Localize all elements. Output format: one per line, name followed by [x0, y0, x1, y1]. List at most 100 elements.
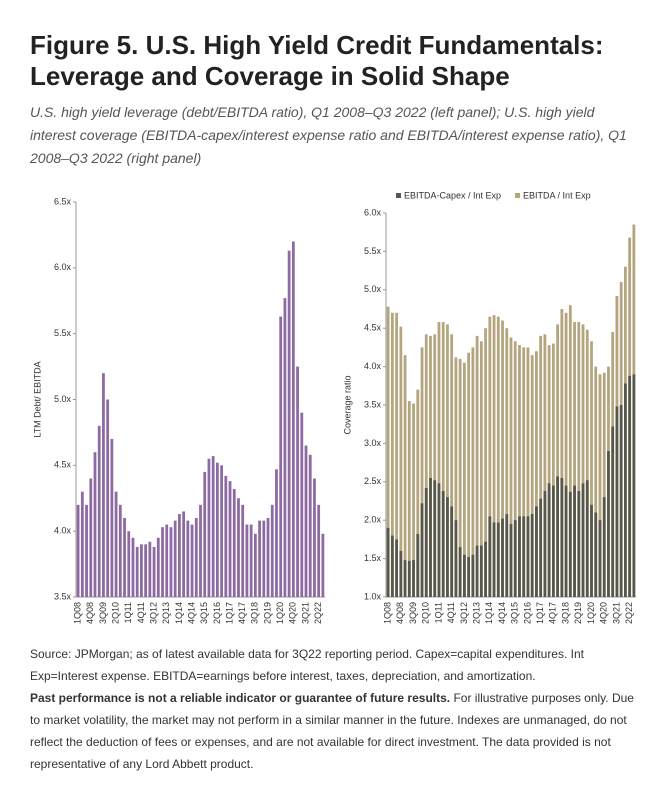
bar: [258, 520, 261, 597]
bar: [446, 324, 449, 597]
x-tick-label: 4Q20: [288, 602, 298, 624]
bar: [454, 520, 458, 597]
bar: [156, 537, 160, 597]
title: Figure 5. U.S. High Yield Credit Fundame…: [30, 30, 604, 91]
bar: [220, 465, 223, 597]
y-tick-label: 3.5x: [54, 591, 72, 601]
y-tick-label: 4.0x: [54, 526, 72, 536]
bar: [140, 544, 143, 597]
bar: [199, 504, 202, 597]
y-tick-label: 5.0x: [54, 394, 72, 404]
bar: [135, 546, 139, 597]
bar: [424, 334, 428, 597]
bar: [114, 491, 118, 597]
bar: [399, 550, 403, 597]
bar: [390, 312, 394, 597]
y-tick-label: 2.0x: [364, 515, 382, 525]
bar: [412, 403, 415, 597]
bar: [564, 312, 568, 597]
bar: [395, 539, 398, 597]
x-tick-label: 4Q14: [497, 602, 507, 624]
bar: [403, 355, 407, 597]
bar: [488, 516, 492, 597]
bar: [186, 520, 190, 597]
disclaimer: For illustrative purposes only. Due to m…: [30, 691, 634, 771]
bar: [253, 533, 257, 597]
bar: [547, 345, 551, 597]
bar: [194, 518, 198, 597]
bar: [556, 476, 560, 597]
bar: [526, 347, 530, 597]
bar: [462, 362, 466, 597]
bar: [560, 309, 564, 597]
x-tick-label: 2Q19: [262, 602, 272, 624]
bar: [433, 480, 437, 597]
bar: [518, 516, 521, 597]
bar: [211, 456, 215, 597]
bar: [522, 516, 526, 597]
bar: [475, 545, 479, 597]
bar: [564, 485, 568, 597]
bar: [513, 520, 517, 597]
y-axis-label: Coverage ratio: [342, 375, 352, 434]
y-tick-label: 3.5x: [364, 399, 382, 409]
bar: [165, 524, 169, 597]
disclaimer-bold: Past performance is not a reliable indic…: [30, 691, 451, 705]
bar: [416, 389, 420, 597]
x-tick-label: 4Q08: [85, 602, 95, 624]
bar: [496, 316, 500, 597]
bar: [237, 498, 240, 597]
y-tick-label: 6.0x: [54, 262, 72, 272]
bar: [266, 518, 270, 597]
x-tick-label: 3Q21: [300, 602, 310, 624]
bar: [450, 506, 454, 597]
bar: [492, 522, 496, 597]
bar: [182, 511, 186, 597]
bar: [403, 560, 407, 597]
bar: [526, 516, 530, 597]
bar: [89, 478, 93, 597]
bar: [573, 322, 576, 597]
bar: [471, 347, 475, 597]
bar: [446, 497, 449, 597]
bar: [412, 560, 415, 597]
bar: [607, 451, 610, 597]
bar: [479, 341, 483, 597]
bar: [291, 241, 295, 597]
x-tick-label: 2Q16: [212, 602, 222, 624]
bar: [441, 491, 445, 597]
bar: [475, 335, 479, 597]
bar: [313, 478, 316, 597]
bar: [551, 485, 555, 597]
bar: [437, 483, 441, 597]
source: Source: JPMorgan; as of latest available…: [30, 647, 584, 683]
bar: [420, 503, 424, 597]
bar: [224, 475, 228, 597]
x-tick-label: 2Q10: [110, 602, 120, 624]
x-tick-label: 1Q20: [275, 602, 285, 624]
bar: [429, 477, 432, 597]
bar: [127, 531, 131, 597]
bar: [458, 358, 462, 597]
x-tick-label: 1Q20: [586, 602, 596, 624]
bar: [535, 351, 538, 597]
x-tick-label: 4Q14: [186, 602, 196, 624]
bar: [93, 452, 97, 597]
x-tick-label: 4Q17: [237, 602, 247, 624]
bar: [296, 366, 299, 597]
bar: [283, 298, 287, 597]
bar: [416, 534, 420, 597]
bar: [602, 497, 606, 597]
bar: [551, 343, 555, 597]
bar: [386, 306, 390, 597]
y-tick-label: 6.5x: [54, 196, 72, 206]
bar: [467, 557, 471, 597]
bar: [484, 541, 487, 597]
bar: [615, 406, 619, 597]
bar: [632, 374, 636, 597]
bar: [308, 454, 312, 597]
x-tick-label: 4Q20: [599, 602, 609, 624]
x-tick-label: 2Q16: [522, 602, 532, 624]
bar: [102, 373, 105, 597]
legend-swatch: [396, 193, 401, 198]
